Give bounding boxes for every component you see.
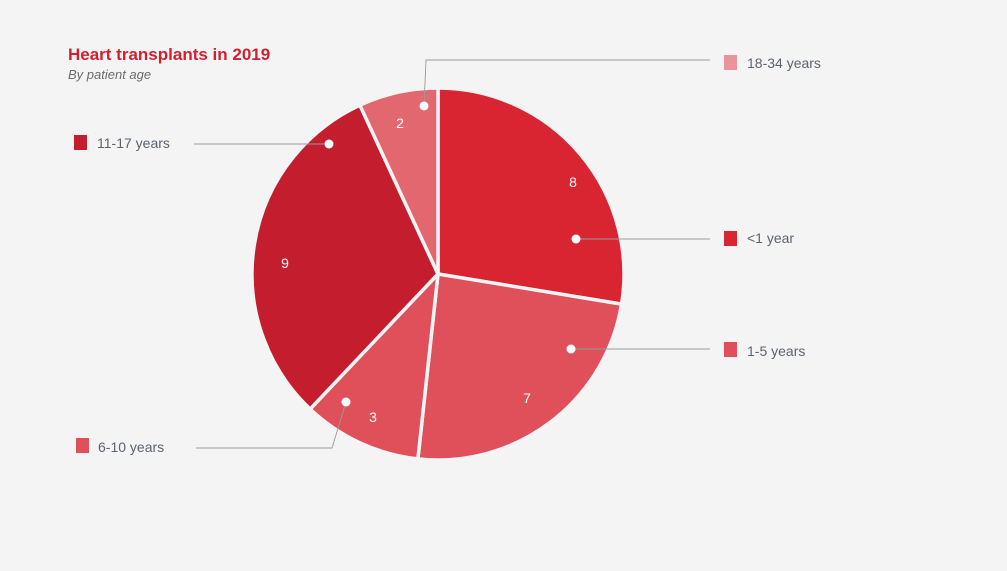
slice-value-label: 2 bbox=[396, 115, 404, 131]
leader-dot bbox=[571, 234, 581, 244]
legend-swatch bbox=[76, 438, 89, 453]
pie-slice bbox=[308, 272, 440, 461]
slice-value-label: 9 bbox=[281, 255, 289, 271]
legend-swatch bbox=[724, 342, 737, 357]
slice-value-label: 8 bbox=[569, 174, 577, 190]
pie-slices: 8 7 3 9 2 bbox=[250, 86, 626, 462]
legend-swatch bbox=[724, 231, 737, 246]
leader-dot bbox=[341, 397, 351, 407]
legend-label: 11-17 years bbox=[97, 135, 170, 151]
leader-line bbox=[423, 59, 710, 107]
leader-dot bbox=[324, 139, 334, 149]
pie-slice bbox=[416, 272, 624, 462]
legend-label: 1-5 years bbox=[747, 343, 805, 359]
pie-callouts: <1 year 1-5 years 6-10 years 11-17 years 18-… bbox=[74, 55, 821, 455]
slice-value-label: 3 bbox=[369, 409, 377, 425]
chart-subtitle: By patient age bbox=[68, 67, 152, 82]
pie-slice bbox=[358, 86, 440, 276]
leader-dot bbox=[566, 344, 576, 354]
chart-title: Heart transplants in 2019 bbox=[68, 45, 271, 64]
pie-slice bbox=[436, 86, 626, 306]
slice-value-label: 7 bbox=[523, 390, 531, 406]
legend-label: <1 year bbox=[747, 230, 794, 246]
legend-label: 6-10 years bbox=[98, 439, 164, 455]
legend-swatch bbox=[724, 55, 737, 70]
leader-line bbox=[196, 401, 347, 449]
leader-dot bbox=[419, 101, 429, 111]
pie-slice bbox=[250, 103, 440, 411]
legend-label: 18-34 years bbox=[747, 55, 821, 71]
legend-swatch bbox=[74, 135, 87, 150]
